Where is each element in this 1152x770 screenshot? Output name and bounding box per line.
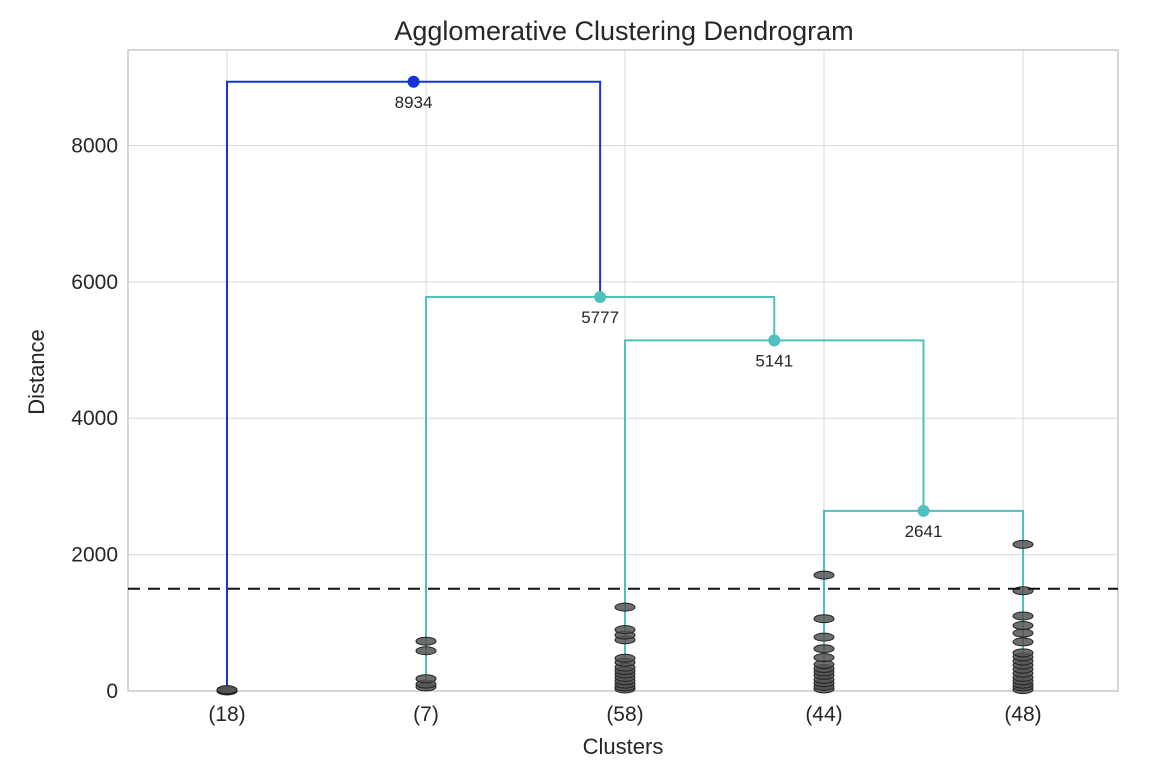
- leaf-point: [415, 674, 437, 684]
- dendrogram-link: [226, 80, 602, 691]
- chart-title: Agglomerative Clustering Dendrogram: [394, 16, 853, 46]
- merge-point: [407, 75, 420, 88]
- leaf-points-layer: [216, 539, 1034, 696]
- y-tick-label: 0: [106, 680, 118, 703]
- x-tick-label: (48): [1004, 703, 1041, 726]
- merge-distance-label: 8934: [395, 93, 433, 112]
- leaf-point: [415, 636, 437, 646]
- leaf-point: [1012, 628, 1034, 638]
- merge-distance-label: 2641: [905, 522, 943, 541]
- leaf-point: [1012, 621, 1034, 631]
- leaf-point: [614, 625, 636, 635]
- x-tick-label: (58): [606, 703, 643, 726]
- leaf-point: [813, 644, 835, 654]
- x-tick-label: (7): [413, 703, 439, 726]
- leaf-point: [1012, 648, 1034, 658]
- merge-distance-label: 5141: [755, 351, 793, 370]
- leaf-point: [216, 685, 238, 695]
- y-tick-label: 2000: [71, 544, 118, 567]
- merge-point: [594, 291, 607, 304]
- leaf-point: [813, 632, 835, 642]
- grid-layer: [128, 50, 1118, 691]
- y-axis-label: Distance: [24, 329, 49, 415]
- ticks-layer: 0 2000 4000 6000 8000 (18) (7) (58) (44) (48): [71, 134, 1041, 726]
- leaf-point: [1012, 637, 1034, 647]
- leaf-point: [415, 646, 437, 656]
- leaf-point: [614, 653, 636, 663]
- merge-point: [917, 504, 930, 517]
- leaf-point: [614, 602, 636, 612]
- dendrogram-link: [624, 339, 925, 691]
- dendrogram-link: [425, 296, 776, 691]
- x-tick-label: (44): [805, 703, 842, 726]
- plot-frame: [127, 49, 1119, 692]
- y-tick-label: 6000: [71, 271, 118, 294]
- leaf-point: [813, 614, 835, 624]
- leaf-point: [1012, 539, 1034, 549]
- y-tick-label: 8000: [71, 134, 118, 157]
- merge-layer: 8934 5777 5141 2641: [395, 75, 943, 541]
- merge-point: [768, 334, 781, 347]
- x-tick-label: (18): [208, 703, 245, 726]
- merge-distance-label: 5777: [581, 308, 619, 327]
- leaf-point: [1012, 611, 1034, 621]
- leaf-point: [813, 653, 835, 663]
- x-axis-label: Clusters: [583, 734, 664, 759]
- y-tick-label: 4000: [71, 407, 118, 430]
- leaf-point: [813, 570, 835, 580]
